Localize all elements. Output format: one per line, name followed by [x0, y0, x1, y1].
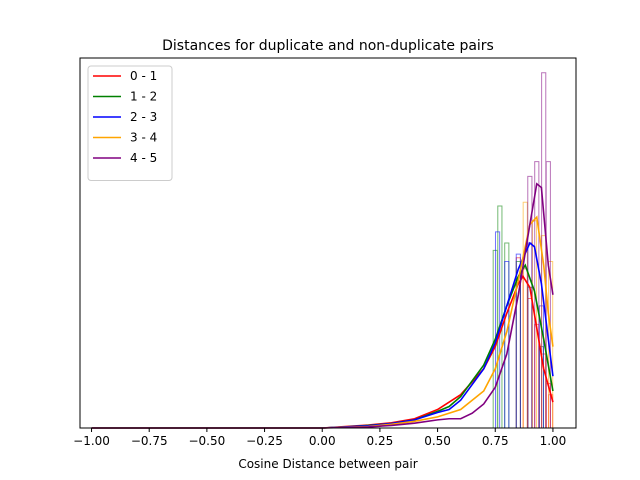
legend-box — [87, 65, 173, 181]
x-tick-label: −1.00 — [73, 434, 110, 448]
x-tick-label: −0.75 — [131, 434, 168, 448]
x-tick-label: −0.25 — [246, 434, 283, 448]
plot-area — [79, 57, 577, 429]
x-axis: −1.00 −0.75 −0.50 −0.25 0.00 0.25 0.50 0.75 1.00 — [73, 428, 566, 448]
legend-label: 4 - 5 — [130, 151, 157, 165]
legend-label: 1 - 2 — [130, 90, 157, 104]
x-tick-label: 1.00 — [540, 434, 567, 448]
legend: 0 - 1 1 - 2 2 - 3 3 - 4 4 - 5 — [87, 65, 173, 181]
x-tick-label: −0.50 — [188, 434, 225, 448]
legend-label: 0 - 1 — [130, 69, 157, 83]
density-layer — [91, 182, 554, 429]
legend-label: 2 - 3 — [130, 110, 157, 124]
x-tick-label: 0.75 — [482, 434, 509, 448]
chart-title: Distances for duplicate and non-duplicat… — [162, 38, 494, 54]
histogram-2-3 — [494, 231, 544, 428]
x-tick-label: 0.25 — [367, 434, 394, 448]
x-tick-label: 0.00 — [309, 434, 336, 448]
legend-label: 3 - 4 — [130, 131, 157, 145]
histogram-4-5 — [527, 72, 551, 428]
x-tick-label: 0.50 — [424, 434, 451, 448]
x-axis-label: Cosine Distance between pair — [238, 457, 417, 471]
series-line-4-5 — [91, 182, 554, 429]
